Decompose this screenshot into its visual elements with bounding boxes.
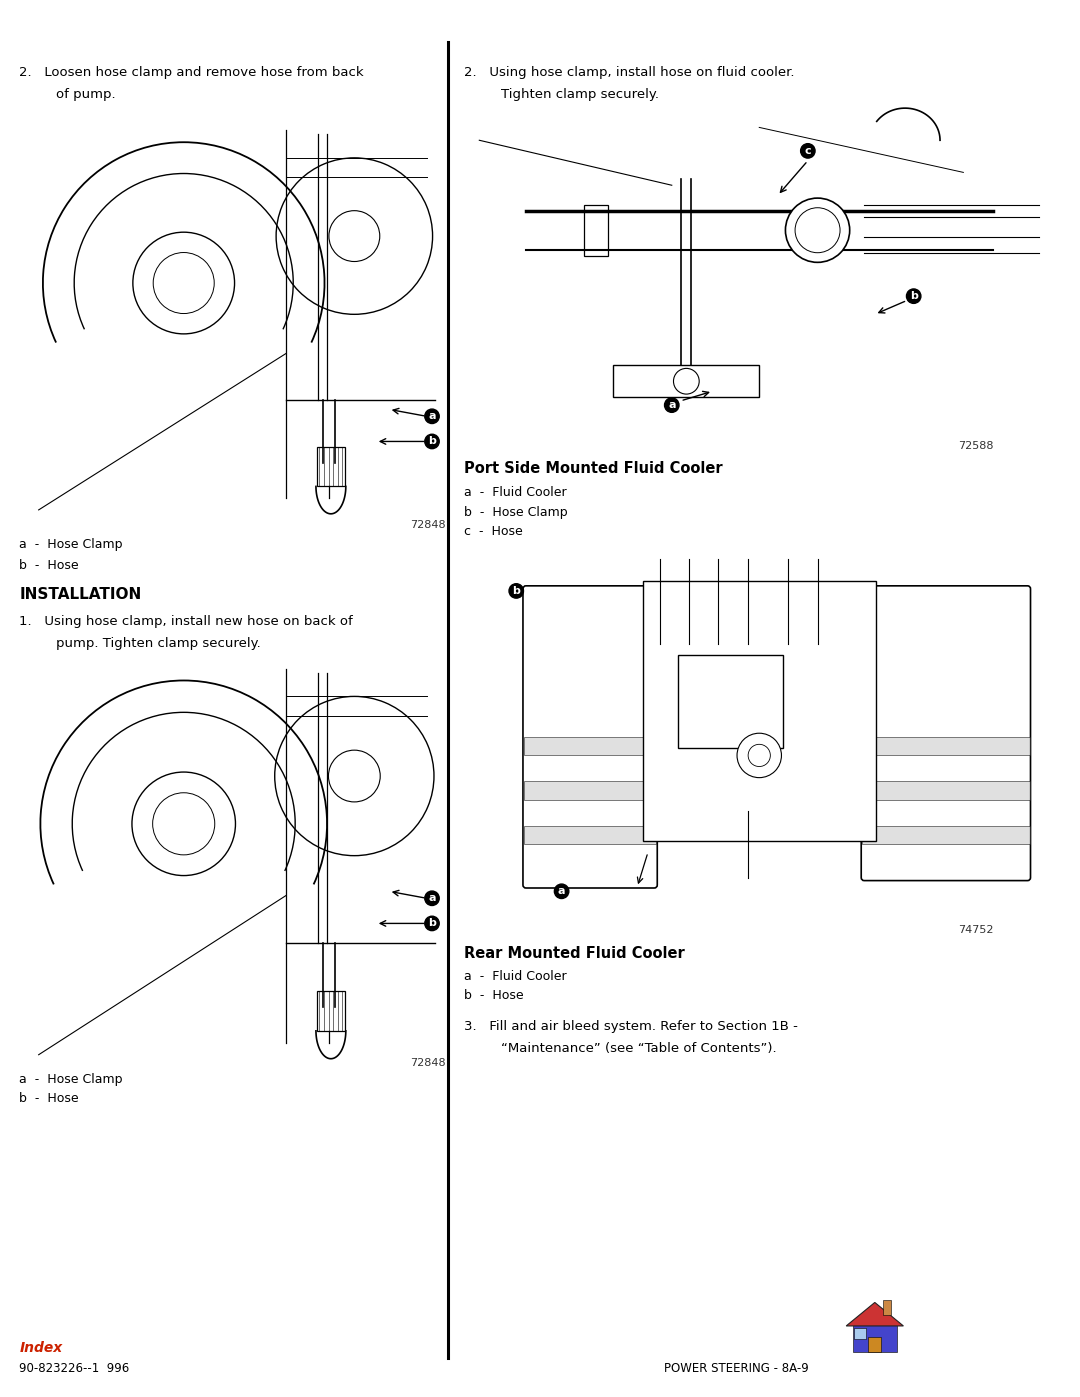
Circle shape [132, 773, 235, 876]
Text: 2.   Using hose clamp, install hose on fluid cooler.: 2. Using hose clamp, install hose on flu… [464, 66, 795, 78]
Text: 3.   Fill and air bleed system. Refer to Section 1B -: 3. Fill and air bleed system. Refer to S… [464, 1020, 798, 1032]
Bar [862, 826, 1029, 844]
Circle shape [674, 369, 699, 394]
Text: a  -  Hose Clamp: a - Hose Clamp [19, 1073, 123, 1085]
Text: b  -  Hose Clamp: b - Hose Clamp [464, 506, 568, 518]
Bar [524, 826, 657, 844]
Text: c: c [805, 145, 811, 156]
Text: a: a [429, 411, 435, 422]
Circle shape [795, 208, 840, 253]
Bar [862, 738, 1029, 756]
Text: Tighten clamp securely.: Tighten clamp securely. [501, 88, 659, 101]
Bar [318, 990, 345, 1031]
Text: b  -  Hose: b - Hose [464, 989, 524, 1002]
Circle shape [748, 745, 770, 767]
Bar [318, 447, 345, 486]
Text: a  -  Fluid Cooler: a - Fluid Cooler [464, 486, 567, 499]
Circle shape [133, 232, 234, 334]
Text: 1.   Using hose clamp, install new hose on back of: 1. Using hose clamp, install new hose on… [19, 615, 353, 627]
Text: 90-823226--1  996: 90-823226--1 996 [19, 1362, 130, 1375]
Text: b: b [428, 918, 436, 929]
Text: a  -  Fluid Cooler: a - Fluid Cooler [464, 970, 567, 982]
Text: Rear Mounted Fluid Cooler: Rear Mounted Fluid Cooler [464, 946, 685, 961]
Bar [854, 1329, 866, 1338]
Bar [524, 738, 657, 756]
Bar [868, 1337, 881, 1352]
Bar [862, 781, 1029, 800]
Text: a: a [558, 886, 565, 897]
Text: 72848: 72848 [410, 520, 446, 529]
Text: Index: Index [19, 1341, 63, 1355]
Text: a  -  Hose Clamp: a - Hose Clamp [19, 538, 123, 550]
Bar [883, 1301, 891, 1315]
Polygon shape [847, 1302, 903, 1326]
Text: of pump.: of pump. [56, 88, 116, 101]
Text: a: a [669, 400, 675, 411]
Bar [643, 581, 876, 841]
Text: 74752: 74752 [958, 925, 994, 935]
Bar [524, 781, 657, 800]
Text: pump. Tighten clamp securely.: pump. Tighten clamp securely. [56, 637, 261, 650]
Text: b: b [428, 436, 436, 447]
Text: INSTALLATION: INSTALLATION [19, 587, 141, 602]
Text: 2.   Loosen hose clamp and remove hose from back: 2. Loosen hose clamp and remove hose fro… [19, 66, 364, 78]
Bar [613, 365, 759, 397]
Text: POWER STEERING - 8A-9: POWER STEERING - 8A-9 [664, 1362, 809, 1375]
FancyBboxPatch shape [861, 585, 1030, 880]
Text: b: b [909, 291, 918, 302]
Circle shape [153, 253, 214, 313]
Text: Port Side Mounted Fluid Cooler: Port Side Mounted Fluid Cooler [464, 461, 723, 476]
Bar [853, 1324, 896, 1352]
Text: c  -  Hose: c - Hose [464, 525, 523, 538]
Circle shape [152, 792, 215, 855]
Text: 72588: 72588 [958, 441, 994, 451]
Text: b  -  Hose: b - Hose [19, 1092, 79, 1105]
Text: 72848: 72848 [410, 1058, 446, 1067]
Text: b: b [512, 585, 521, 597]
Text: a: a [429, 893, 435, 904]
FancyBboxPatch shape [523, 585, 658, 888]
Text: “Maintenance” (see “Table of Contents”).: “Maintenance” (see “Table of Contents”). [501, 1042, 777, 1055]
Bar [677, 655, 783, 747]
Circle shape [737, 733, 782, 778]
Bar [584, 204, 608, 256]
Circle shape [785, 198, 850, 263]
Text: b  -  Hose: b - Hose [19, 559, 79, 571]
